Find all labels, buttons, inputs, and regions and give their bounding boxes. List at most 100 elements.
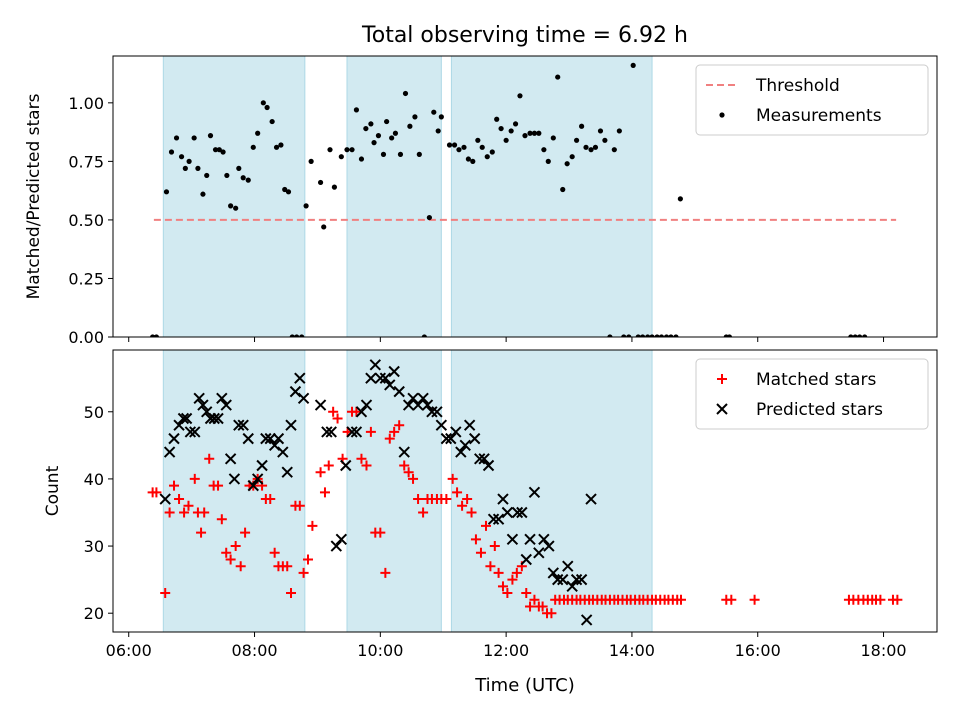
measurement-point bbox=[470, 158, 476, 164]
plot-frame bbox=[112, 55, 938, 338]
predicted-star-marker bbox=[374, 372, 387, 384]
measurement-point bbox=[494, 116, 500, 122]
matched-star-marker bbox=[315, 467, 326, 478]
measurement-point bbox=[255, 130, 261, 136]
predicted-star-marker bbox=[360, 399, 373, 411]
measurement-point bbox=[527, 130, 533, 136]
matched-star-marker bbox=[298, 567, 309, 578]
measurement-point bbox=[668, 334, 674, 337]
predicted-star-marker bbox=[180, 412, 193, 425]
measurement-point bbox=[407, 123, 413, 129]
predicted-star-marker bbox=[497, 493, 509, 505]
matched-star-marker bbox=[485, 561, 496, 572]
measurement-point bbox=[649, 334, 655, 337]
y-tick-label: 50 bbox=[84, 403, 104, 422]
measurement-point bbox=[402, 90, 409, 97]
matched-star-marker bbox=[225, 554, 236, 565]
measurement-point bbox=[555, 74, 561, 80]
x-axis-label: Time (UTC) bbox=[474, 675, 575, 696]
measurement-point bbox=[212, 147, 219, 153]
measurement-point bbox=[503, 137, 509, 143]
measurement-point bbox=[645, 334, 651, 337]
predicted-star-marker bbox=[216, 392, 228, 405]
plot-frame bbox=[112, 349, 938, 633]
legend-label: Measurements bbox=[756, 106, 882, 126]
y-tick-label: 20 bbox=[84, 604, 104, 623]
predicted-star-marker bbox=[547, 567, 560, 579]
matched-star-marker bbox=[493, 567, 504, 578]
predicted-star-marker bbox=[585, 493, 597, 505]
predicted-star-marker bbox=[533, 547, 545, 559]
predicted-star-marker bbox=[233, 419, 245, 431]
measurement-point bbox=[862, 334, 868, 337]
matched-star-marker bbox=[537, 601, 548, 612]
measurement-point bbox=[545, 158, 551, 164]
measurement-point bbox=[380, 151, 387, 157]
predicted-star-marker bbox=[463, 419, 476, 431]
predicted-star-marker bbox=[268, 439, 281, 452]
measurement-point bbox=[597, 128, 604, 134]
measurement-point bbox=[654, 334, 660, 337]
plot-data bbox=[150, 62, 897, 337]
y-tick-label: 0.25 bbox=[68, 269, 104, 288]
matched-star-marker bbox=[502, 588, 513, 599]
matched-star-marker bbox=[164, 507, 175, 518]
x-tick-label: 10:00 bbox=[357, 641, 403, 660]
measurement-point bbox=[484, 154, 490, 160]
measurement-point bbox=[371, 140, 377, 146]
measurement-point bbox=[522, 133, 528, 139]
matched-star-marker bbox=[525, 601, 536, 612]
predicted-star-marker bbox=[435, 419, 448, 431]
predicted-star-marker bbox=[474, 453, 486, 465]
predicted-star-marker bbox=[393, 385, 405, 398]
matched-star-marker bbox=[221, 547, 232, 558]
predicted-star-marker bbox=[450, 426, 462, 438]
y-tick-label: 40 bbox=[84, 470, 104, 489]
measurement-point bbox=[207, 133, 214, 139]
predicted-star-marker bbox=[177, 412, 190, 425]
predicted-star-marker bbox=[570, 573, 583, 586]
matched-star-marker bbox=[269, 547, 280, 558]
observing-window bbox=[450, 349, 653, 633]
predicted-star-marker bbox=[459, 439, 471, 452]
predicted-star-marker bbox=[528, 486, 541, 499]
measurement-point bbox=[465, 156, 471, 162]
matched-star-marker bbox=[213, 480, 224, 491]
measurement-point bbox=[451, 142, 458, 148]
measurement-point bbox=[200, 191, 206, 197]
measurement-point bbox=[640, 334, 646, 337]
measurement-point bbox=[168, 149, 175, 155]
matched-star-marker bbox=[365, 426, 376, 437]
measurement-point bbox=[368, 121, 374, 127]
x-tick-label: 18:00 bbox=[860, 641, 906, 660]
legend-label: Matched stars bbox=[756, 370, 876, 390]
panels-layer: 0.00 0.25 0.50 0.75 1.00 Matched/Predicted st… bbox=[24, 55, 938, 660]
measurement-point bbox=[224, 172, 230, 179]
matched-star-marker bbox=[189, 473, 200, 484]
predicted-star-marker bbox=[445, 432, 457, 445]
predicted-star-marker bbox=[251, 473, 264, 485]
predicted-star-marker bbox=[379, 372, 392, 384]
measurement-point bbox=[508, 128, 514, 134]
matched-star-marker bbox=[394, 420, 405, 431]
predicted-star-marker bbox=[159, 493, 171, 505]
predicted-star-marker bbox=[538, 533, 550, 546]
matched-star-marker bbox=[169, 480, 180, 491]
matched-star-marker bbox=[265, 494, 276, 505]
predicted-star-marker bbox=[208, 412, 220, 425]
measurement-point bbox=[182, 165, 188, 171]
measurement-point bbox=[173, 135, 180, 141]
predicted-star-marker bbox=[350, 426, 363, 438]
predicted-star-marker bbox=[325, 426, 337, 438]
measurement-point bbox=[233, 205, 239, 211]
predicted-star-marker bbox=[557, 573, 569, 586]
measurement-point bbox=[512, 121, 519, 127]
matched-star-marker bbox=[384, 433, 395, 444]
matched-star-marker bbox=[546, 608, 557, 619]
matched-star-marker bbox=[351, 406, 362, 417]
predicted-star-marker bbox=[277, 446, 289, 458]
x-tick-label: 12:00 bbox=[483, 641, 529, 660]
predicted-star-marker bbox=[294, 372, 306, 384]
predicted-star-marker bbox=[297, 392, 310, 405]
x-tick-label: 08:00 bbox=[231, 641, 277, 660]
